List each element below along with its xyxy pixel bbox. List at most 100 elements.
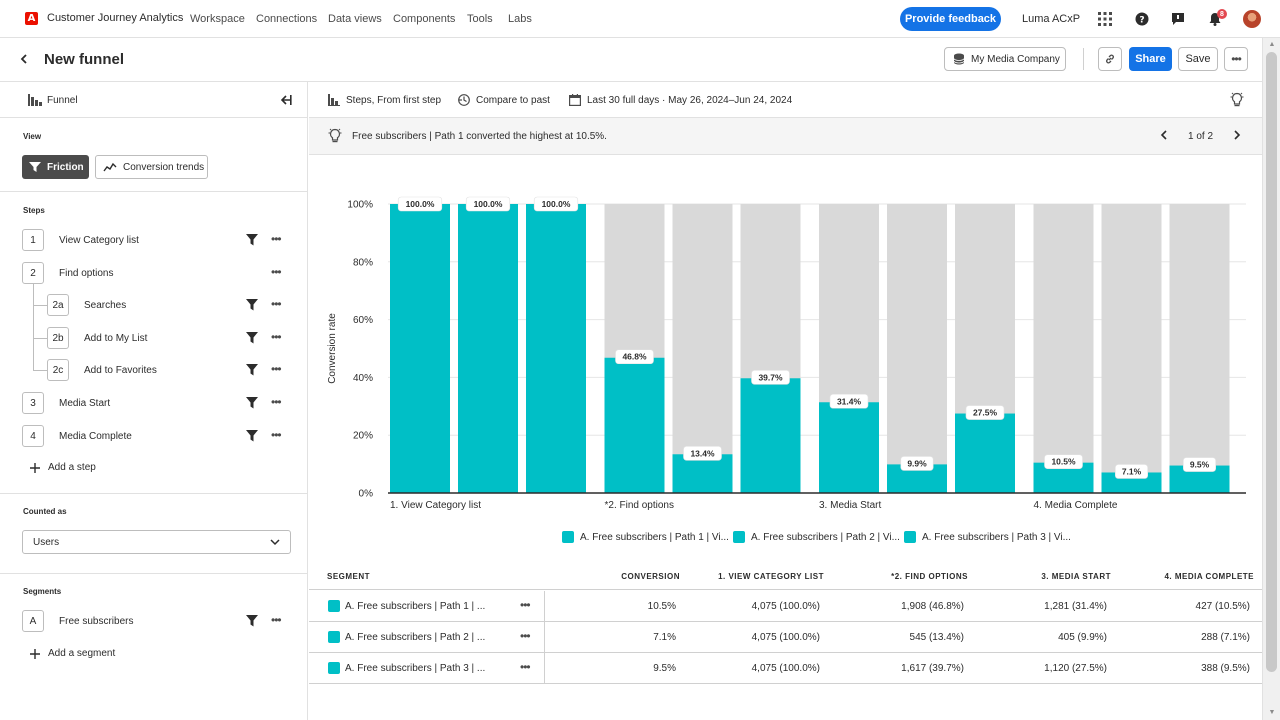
- column-header[interactable]: SEGMENT: [327, 572, 371, 581]
- step-label[interactable]: Searches: [84, 300, 127, 311]
- legend-item-path-2[interactable]: A. Free subscribers | Path 2 | Vi...: [733, 531, 900, 543]
- user-avatar[interactable]: [1243, 10, 1261, 28]
- bar-remainder: [1169, 204, 1230, 493]
- lightbulb-icon[interactable]: [1230, 92, 1244, 108]
- step-label[interactable]: Add to Favorites: [84, 365, 157, 376]
- y-tick-label: 100%: [347, 200, 373, 211]
- add-segment-label: Add a segment: [48, 648, 116, 659]
- step2-cell: 1,908 (46.8%): [901, 601, 964, 612]
- column-header[interactable]: *2. FIND OPTIONS: [891, 572, 968, 581]
- segment-more-icon[interactable]: •••: [271, 613, 282, 627]
- step-more-icon[interactable]: •••: [271, 265, 282, 279]
- step-label[interactable]: Media Complete: [59, 431, 132, 442]
- substep-tree-branch: [33, 370, 47, 371]
- filter-icon[interactable]: [246, 364, 258, 376]
- add-segment-button[interactable]: Add a segment: [30, 648, 115, 659]
- step-more-icon[interactable]: •••: [271, 297, 282, 311]
- adobe-logo-icon[interactable]: A: [25, 12, 38, 25]
- nav-components[interactable]: Components: [393, 13, 456, 25]
- share-button[interactable]: Share: [1129, 47, 1172, 71]
- segments-section-label: Segments: [23, 587, 62, 596]
- row-more-icon[interactable]: •••: [520, 629, 531, 643]
- data-label: 9.9%: [907, 458, 927, 468]
- collapse-panel-icon[interactable]: [278, 93, 292, 107]
- data-view-selector[interactable]: My Media Company: [944, 47, 1066, 71]
- nav-data-views[interactable]: Data views: [328, 13, 382, 25]
- more-options-button[interactable]: •••: [1224, 47, 1248, 71]
- save-button[interactable]: Save: [1178, 47, 1218, 71]
- compare-icon: [458, 94, 470, 106]
- page-scrollbar[interactable]: ▲ ▼: [1262, 38, 1280, 720]
- friction-view-button[interactable]: Friction: [22, 155, 89, 179]
- scrollbar-thumb[interactable]: [1266, 52, 1277, 672]
- table-row[interactable]: A. Free subscribers | Path 1 | ... ••• 1…: [309, 591, 1262, 622]
- legend-item-path-3[interactable]: A. Free subscribers | Path 3 | Vi...: [904, 531, 1071, 543]
- step3-cell: 1,120 (27.5%): [1044, 663, 1107, 674]
- step-row-1[interactable]: 1: [22, 229, 44, 251]
- step-more-icon[interactable]: •••: [271, 395, 282, 409]
- step-row-2c[interactable]: 2c: [47, 359, 69, 381]
- table-row[interactable]: A. Free subscribers | Path 2 | ... ••• 7…: [309, 622, 1262, 653]
- step-row-3[interactable]: 3: [22, 392, 44, 414]
- nav-labs[interactable]: Labs: [508, 13, 532, 25]
- step-more-icon[interactable]: •••: [271, 362, 282, 376]
- org-switcher[interactable]: Luma ACxP: [1022, 13, 1081, 25]
- back-arrow-icon[interactable]: [18, 52, 34, 68]
- feedback-chat-icon[interactable]: [1170, 11, 1186, 27]
- filter-icon[interactable]: [246, 234, 258, 246]
- table-row[interactable]: A. Free subscribers | Path 3 | ... ••• 9…: [309, 653, 1262, 684]
- chevron-left-icon[interactable]: [1158, 129, 1170, 141]
- counted-as-dropdown[interactable]: Users: [22, 530, 291, 554]
- provide-feedback-button[interactable]: Provide feedback: [900, 7, 1001, 31]
- step-row-2b[interactable]: 2b: [47, 327, 69, 349]
- column-header[interactable]: CONVERSION: [621, 572, 680, 581]
- filter-icon[interactable]: [246, 430, 258, 442]
- step-label[interactable]: Find options: [59, 268, 114, 279]
- filter-icon[interactable]: [246, 332, 258, 344]
- filter-icon[interactable]: [246, 299, 258, 311]
- step-number: 2c: [47, 359, 69, 381]
- scroll-down-icon[interactable]: ▼: [1268, 709, 1276, 716]
- conversion-cell: 9.5%: [653, 663, 676, 674]
- column-header[interactable]: 1. VIEW CATEGORY LIST: [718, 572, 824, 581]
- nav-connections[interactable]: Connections: [256, 13, 318, 25]
- conversion-trends-button[interactable]: Conversion trends: [95, 155, 208, 179]
- step-label[interactable]: Add to My List: [84, 333, 148, 344]
- app-grid-icon[interactable]: [1097, 11, 1113, 27]
- legend-swatch: [733, 531, 745, 543]
- segment-label[interactable]: Free subscribers: [59, 616, 134, 627]
- view-section-label: View: [23, 132, 42, 141]
- step3-cell: 1,281 (31.4%): [1044, 601, 1107, 612]
- app-title[interactable]: Customer Journey Analytics: [47, 12, 184, 24]
- step-more-icon[interactable]: •••: [271, 428, 282, 442]
- scroll-up-icon[interactable]: ▲: [1268, 41, 1276, 48]
- row-more-icon[interactable]: •••: [520, 660, 531, 674]
- column-header[interactable]: 4. MEDIA COMPLETE: [1164, 572, 1254, 581]
- page-title[interactable]: New funnel: [44, 51, 125, 68]
- row-more-icon[interactable]: •••: [520, 598, 531, 612]
- legend-item-path-1[interactable]: A. Free subscribers | Path 1 | Vi...: [562, 531, 729, 543]
- filter-icon[interactable]: [246, 397, 258, 409]
- date-range-picker[interactable]: Last 30 full days · May 26, 2024–Jun 24,…: [569, 94, 792, 106]
- compare-to-past-button[interactable]: Compare to past: [458, 94, 550, 106]
- copy-link-button[interactable]: [1098, 47, 1122, 71]
- step-label[interactable]: Media Start: [59, 398, 111, 409]
- segment-row-a[interactable]: A: [22, 610, 44, 632]
- chevron-right-icon[interactable]: [1231, 129, 1243, 141]
- add-step-button[interactable]: Add a step: [30, 462, 96, 473]
- step-label[interactable]: View Category list: [59, 235, 139, 246]
- conversion-cell: 10.5%: [647, 601, 676, 612]
- step-row-4[interactable]: 4: [22, 425, 44, 447]
- data-view-name: My Media Company: [971, 53, 1060, 65]
- step-row-2a[interactable]: 2a: [47, 294, 69, 316]
- filter-icon[interactable]: [246, 615, 258, 627]
- column-header[interactable]: 3. MEDIA START: [1041, 572, 1111, 581]
- step-more-icon[interactable]: •••: [271, 330, 282, 344]
- help-icon[interactable]: ?: [1134, 11, 1150, 27]
- nav-workspace[interactable]: Workspace: [190, 13, 245, 25]
- step-more-icon[interactable]: •••: [271, 232, 282, 246]
- steps-mode-selector[interactable]: Steps, From first step: [328, 94, 441, 106]
- data-label-box: [1044, 454, 1083, 469]
- step-row-2[interactable]: 2: [22, 262, 44, 284]
- nav-tools[interactable]: Tools: [467, 13, 493, 25]
